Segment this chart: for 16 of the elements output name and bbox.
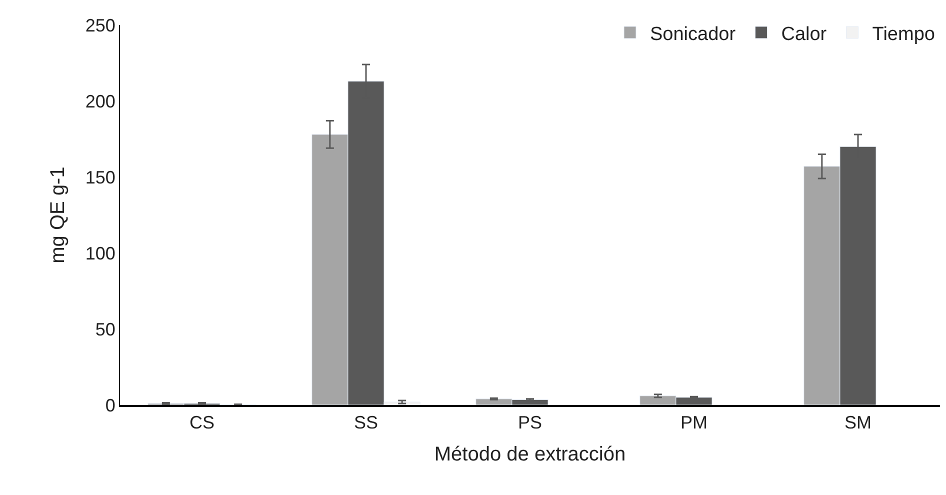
- x-tick-label: PS: [518, 412, 542, 433]
- x-axis-title: Método de extracción: [434, 444, 626, 466]
- y-axis-title: mg QE g-1: [46, 166, 69, 264]
- y-tick-label: 50: [95, 319, 116, 340]
- y-tick-label: 100: [85, 243, 116, 264]
- x-tick-label: SM: [844, 412, 872, 433]
- x-tick-label: PM: [680, 412, 708, 433]
- legend-label: Tiempo: [872, 24, 935, 45]
- legend-label: Calor: [781, 24, 828, 45]
- x-tick-label: CS: [189, 412, 215, 433]
- y-tick-label: 200: [85, 91, 116, 112]
- y-tick-label: 0: [105, 395, 116, 416]
- legend-label: Sonicador: [650, 24, 736, 45]
- y-tick-label: 250: [85, 15, 116, 36]
- x-tick-label: SS: [354, 412, 378, 433]
- y-tick-label: 150: [85, 167, 116, 188]
